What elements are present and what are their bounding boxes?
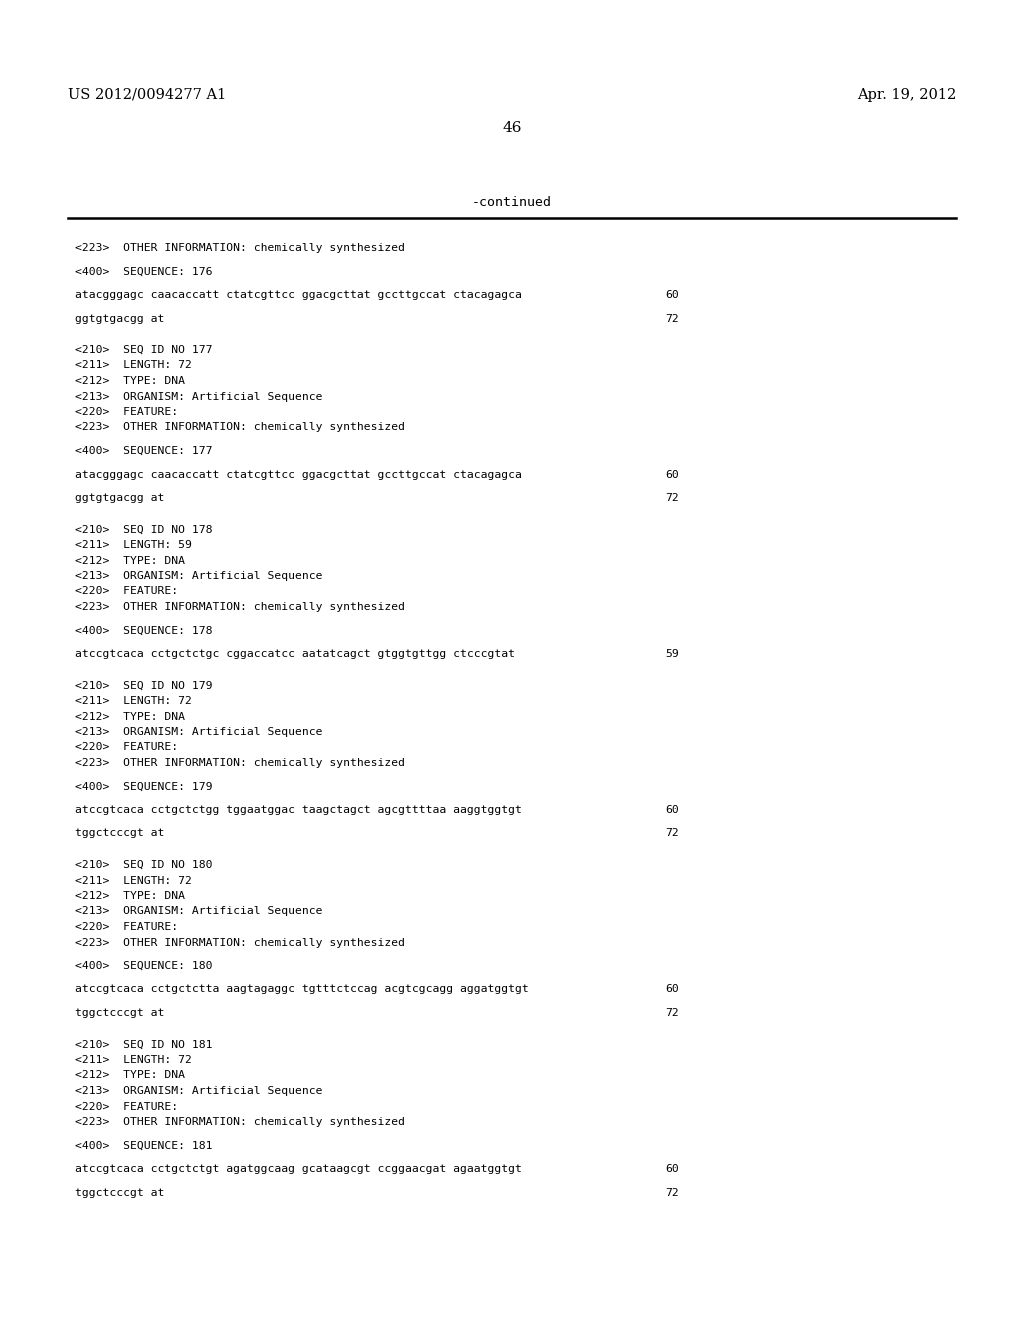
Text: tggctcccgt at: tggctcccgt at: [75, 1188, 165, 1197]
Text: 72: 72: [665, 829, 679, 838]
Text: <211>  LENGTH: 72: <211> LENGTH: 72: [75, 1055, 191, 1065]
Text: <210>  SEQ ID NO 181: <210> SEQ ID NO 181: [75, 1040, 213, 1049]
Text: <223>  OTHER INFORMATION: chemically synthesized: <223> OTHER INFORMATION: chemically synt…: [75, 243, 406, 253]
Text: <220>  FEATURE:: <220> FEATURE:: [75, 586, 178, 597]
Text: <220>  FEATURE:: <220> FEATURE:: [75, 1101, 178, 1111]
Text: <212>  TYPE: DNA: <212> TYPE: DNA: [75, 1071, 185, 1081]
Text: <400>  SEQUENCE: 178: <400> SEQUENCE: 178: [75, 626, 213, 635]
Text: <211>  LENGTH: 72: <211> LENGTH: 72: [75, 696, 191, 706]
Text: <212>  TYPE: DNA: <212> TYPE: DNA: [75, 891, 185, 902]
Text: 60: 60: [665, 470, 679, 479]
Text: Apr. 19, 2012: Apr. 19, 2012: [857, 88, 956, 102]
Text: 72: 72: [665, 492, 679, 503]
Text: <213>  ORGANISM: Artificial Sequence: <213> ORGANISM: Artificial Sequence: [75, 907, 323, 916]
Text: <400>  SEQUENCE: 179: <400> SEQUENCE: 179: [75, 781, 213, 792]
Text: 46: 46: [502, 121, 522, 135]
Text: 72: 72: [665, 1188, 679, 1197]
Text: 59: 59: [665, 649, 679, 659]
Text: ggtgtgacgg at: ggtgtgacgg at: [75, 314, 165, 323]
Text: tggctcccgt at: tggctcccgt at: [75, 1008, 165, 1018]
Text: <220>  FEATURE:: <220> FEATURE:: [75, 407, 178, 417]
Text: <400>  SEQUENCE: 176: <400> SEQUENCE: 176: [75, 267, 213, 276]
Text: atccgtcaca cctgctctgc cggaccatcc aatatcagct gtggtgttgg ctcccgtat: atccgtcaca cctgctctgc cggaccatcc aatatca…: [75, 649, 515, 659]
Text: <210>  SEQ ID NO 180: <210> SEQ ID NO 180: [75, 861, 213, 870]
Text: atccgtcaca cctgctctta aagtagaggc tgtttctccag acgtcgcagg aggatggtgt: atccgtcaca cctgctctta aagtagaggc tgtttct…: [75, 985, 528, 994]
Text: <400>  SEQUENCE: 181: <400> SEQUENCE: 181: [75, 1140, 213, 1151]
Text: <213>  ORGANISM: Artificial Sequence: <213> ORGANISM: Artificial Sequence: [75, 1086, 323, 1096]
Text: <211>  LENGTH: 72: <211> LENGTH: 72: [75, 875, 191, 886]
Text: atacgggagc caacaccatt ctatcgttcc ggacgcttat gccttgccat ctacagagca: atacgggagc caacaccatt ctatcgttcc ggacgct…: [75, 470, 522, 479]
Text: atacgggagc caacaccatt ctatcgttcc ggacgcttat gccttgccat ctacagagca: atacgggagc caacaccatt ctatcgttcc ggacgct…: [75, 290, 522, 300]
Text: <213>  ORGANISM: Artificial Sequence: <213> ORGANISM: Artificial Sequence: [75, 572, 323, 581]
Text: 60: 60: [665, 985, 679, 994]
Text: <212>  TYPE: DNA: <212> TYPE: DNA: [75, 711, 185, 722]
Text: 60: 60: [665, 805, 679, 814]
Text: atccgtcaca cctgctctgt agatggcaag gcataagcgt ccggaacgat agaatggtgt: atccgtcaca cctgctctgt agatggcaag gcataag…: [75, 1164, 522, 1173]
Text: <210>  SEQ ID NO 177: <210> SEQ ID NO 177: [75, 345, 213, 355]
Text: -continued: -continued: [472, 195, 552, 209]
Text: <213>  ORGANISM: Artificial Sequence: <213> ORGANISM: Artificial Sequence: [75, 392, 323, 401]
Text: tggctcccgt at: tggctcccgt at: [75, 829, 165, 838]
Text: <213>  ORGANISM: Artificial Sequence: <213> ORGANISM: Artificial Sequence: [75, 727, 323, 737]
Text: 72: 72: [665, 1008, 679, 1018]
Text: <220>  FEATURE:: <220> FEATURE:: [75, 921, 178, 932]
Text: <212>  TYPE: DNA: <212> TYPE: DNA: [75, 556, 185, 565]
Text: <400>  SEQUENCE: 180: <400> SEQUENCE: 180: [75, 961, 213, 972]
Text: <211>  LENGTH: 72: <211> LENGTH: 72: [75, 360, 191, 371]
Text: <223>  OTHER INFORMATION: chemically synthesized: <223> OTHER INFORMATION: chemically synt…: [75, 758, 406, 768]
Text: US 2012/0094277 A1: US 2012/0094277 A1: [68, 88, 226, 102]
Text: atccgtcaca cctgctctgg tggaatggac taagctagct agcgttttaa aaggtggtgt: atccgtcaca cctgctctgg tggaatggac taagcta…: [75, 805, 522, 814]
Text: <223>  OTHER INFORMATION: chemically synthesized: <223> OTHER INFORMATION: chemically synt…: [75, 1117, 406, 1127]
Text: <212>  TYPE: DNA: <212> TYPE: DNA: [75, 376, 185, 385]
Text: <223>  OTHER INFORMATION: chemically synthesized: <223> OTHER INFORMATION: chemically synt…: [75, 422, 406, 433]
Text: 60: 60: [665, 290, 679, 300]
Text: 72: 72: [665, 314, 679, 323]
Text: <210>  SEQ ID NO 179: <210> SEQ ID NO 179: [75, 681, 213, 690]
Text: <400>  SEQUENCE: 177: <400> SEQUENCE: 177: [75, 446, 213, 455]
Text: <211>  LENGTH: 59: <211> LENGTH: 59: [75, 540, 191, 550]
Text: <223>  OTHER INFORMATION: chemically synthesized: <223> OTHER INFORMATION: chemically synt…: [75, 937, 406, 948]
Text: <223>  OTHER INFORMATION: chemically synthesized: <223> OTHER INFORMATION: chemically synt…: [75, 602, 406, 612]
Text: ggtgtgacgg at: ggtgtgacgg at: [75, 492, 165, 503]
Text: <220>  FEATURE:: <220> FEATURE:: [75, 742, 178, 752]
Text: 60: 60: [665, 1164, 679, 1173]
Text: <210>  SEQ ID NO 178: <210> SEQ ID NO 178: [75, 524, 213, 535]
